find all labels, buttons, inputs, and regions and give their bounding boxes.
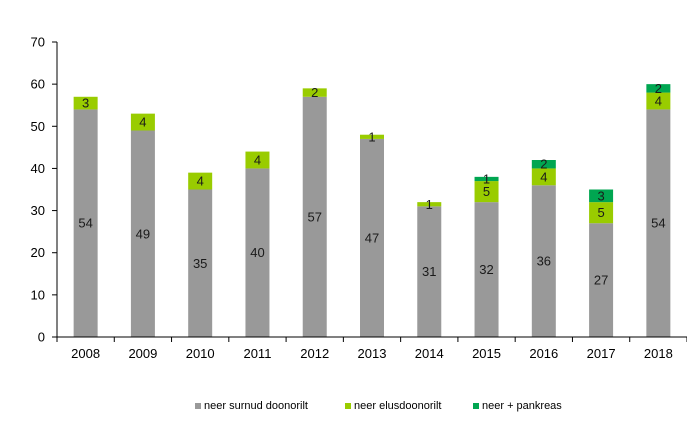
bar-segment-2012-series-0 <box>302 96 327 338</box>
data-label-2010-series-1: 4 <box>197 174 204 189</box>
bar-segment-2013-series-0 <box>360 138 384 337</box>
data-label-2015-series-0: 32 <box>479 262 493 277</box>
data-label-2016-series-0: 36 <box>537 254 551 269</box>
x-tick-label-2018: 2018 <box>644 346 673 361</box>
y-tick-label-60: 60 <box>31 77 45 92</box>
bar-segment-2016-series-0 <box>531 185 556 337</box>
bar-segment-2012-series-1 <box>302 88 327 97</box>
legend: neer surnud doonorilt neer elusdoonorilt n… <box>195 400 562 412</box>
data-label-2013-series-0: 47 <box>365 230 379 245</box>
x-tick-label-2013: 2013 <box>358 346 387 361</box>
data-label-2009-series-1: 4 <box>139 115 146 130</box>
bar-segment-2018-series-1 <box>646 92 671 110</box>
bar-segment-2011-series-1 <box>245 151 270 169</box>
data-label-2016-series-1: 4 <box>540 169 547 184</box>
data-label-2016-series-2: 2 <box>540 157 547 172</box>
bar-segment-2017-series-0 <box>589 223 614 337</box>
x-tick-label-2012: 2012 <box>300 346 329 361</box>
legend-swatch-series-1 <box>345 403 351 409</box>
y-tick-label-0: 0 <box>38 330 45 345</box>
bar-segment-2010-series-1 <box>188 172 213 190</box>
y-tick-label-40: 40 <box>31 161 45 176</box>
data-label-2017-series-2: 3 <box>597 188 604 203</box>
bar-segment-2017-series-2 <box>589 189 614 203</box>
y-tick-label-50: 50 <box>31 119 45 134</box>
bar-segment-2009-series-0 <box>130 130 155 337</box>
data-label-2009-series-0: 49 <box>136 226 150 241</box>
data-label-2008-series-0: 54 <box>78 216 92 231</box>
bar-segment-2015-series-0 <box>474 202 499 337</box>
x-tick-label-2008: 2008 <box>71 346 100 361</box>
bar-segment-2010-series-0 <box>188 189 213 337</box>
y-tick-label-10: 10 <box>31 287 45 302</box>
y-tick-label-20: 20 <box>31 245 45 260</box>
bar-segment-2014-series-0 <box>417 206 442 337</box>
data-label-2014-series-1: 1 <box>426 197 433 212</box>
x-tick-label-2010: 2010 <box>186 346 215 361</box>
bar-segment-2016-series-1 <box>531 168 556 186</box>
data-label-2017-series-1: 5 <box>597 205 604 220</box>
data-label-2017-series-0: 27 <box>594 273 608 288</box>
bar-segment-2017-series-1 <box>589 202 614 224</box>
data-label-2010-series-0: 35 <box>193 256 207 271</box>
data-label-2018-series-2: 2 <box>655 81 662 96</box>
bar-segment-2018-series-2 <box>646 84 671 93</box>
bar-segment-2009-series-1 <box>130 113 155 131</box>
x-tick-label-2011: 2011 <box>243 346 271 361</box>
bar-segment-2008-series-1 <box>73 96 98 110</box>
x-tick-label-2016: 2016 <box>529 346 558 361</box>
bars-layer <box>73 84 671 338</box>
y-tick-label-70: 70 <box>31 35 45 50</box>
data-label-2014-series-0: 31 <box>422 264 436 279</box>
data-label-2008-series-1: 3 <box>82 96 89 111</box>
legend-label-series-1: neer elusdoonorilt <box>354 400 441 412</box>
data-label-2012-series-1: 2 <box>311 85 318 100</box>
y-tick-label-30: 30 <box>31 203 45 218</box>
data-label-2015-series-1: 5 <box>483 184 490 199</box>
data-label-2013-series-1: 1 <box>368 129 375 144</box>
legend-swatch-series-2 <box>473 403 479 409</box>
data-label-2018-series-1: 4 <box>655 94 662 109</box>
data-label-2012-series-0: 57 <box>307 209 321 224</box>
legend-label-series-0: neer surnud doonorilt <box>204 400 308 412</box>
axes-layer: 0 10 20 30 40 50 60 70 2008 2009 2010 2011 2012 2013 2… <box>31 35 687 361</box>
x-tick-label-2017: 2017 <box>587 346 616 361</box>
data-label-2011-series-1: 4 <box>254 153 261 168</box>
bar-segment-2008-series-0 <box>73 109 98 337</box>
bar-segment-2014-series-1 <box>417 202 442 207</box>
bar-segment-2015-series-1 <box>474 181 499 203</box>
bar-segment-2015-series-2 <box>474 176 499 182</box>
legend-label-series-2: neer + pankreas <box>482 400 562 412</box>
data-label-2015-series-2: 1 <box>483 171 490 186</box>
data-label-2018-series-0: 54 <box>651 216 665 231</box>
legend-swatch-series-0 <box>195 403 201 409</box>
bar-segment-2013-series-1 <box>360 134 384 139</box>
x-tick-label-2014: 2014 <box>415 346 444 361</box>
bar-segment-2016-series-2 <box>531 160 556 169</box>
x-tick-label-2009: 2009 <box>128 346 157 361</box>
bar-segment-2011-series-0 <box>245 168 270 337</box>
data-label-2011-series-0: 40 <box>250 245 264 260</box>
x-tick-label-2015: 2015 <box>472 346 501 361</box>
bar-segment-2018-series-0 <box>646 109 671 337</box>
